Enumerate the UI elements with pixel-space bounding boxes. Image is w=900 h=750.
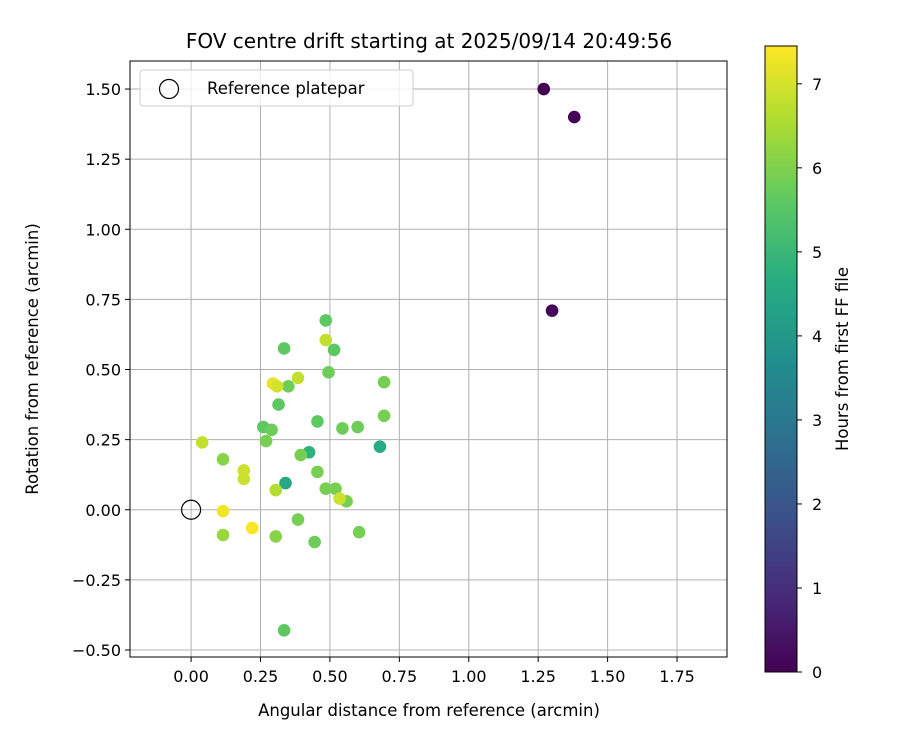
- x-tick-label: 1.75: [659, 667, 695, 686]
- reference-marker-icon: [180, 499, 202, 520]
- legend-reference-marker-icon: [158, 78, 180, 100]
- colorbar-tick-label: 0: [812, 663, 822, 682]
- y-axis-label: Rotation from reference (arcmin): [23, 223, 42, 495]
- data-point: [277, 624, 291, 637]
- data-point: [265, 423, 278, 437]
- data-point: [269, 483, 283, 497]
- x-tick-label: 1.50: [590, 667, 626, 686]
- data-point: [333, 492, 346, 505]
- data-point: [281, 380, 295, 393]
- data-point: [245, 521, 259, 535]
- y-tick-label: 1.00: [85, 220, 121, 239]
- colorbar-gradient: [764, 45, 798, 673]
- data-point: [319, 314, 333, 327]
- data-point: [352, 525, 366, 539]
- data-point: [537, 82, 551, 96]
- data-point: [291, 513, 305, 526]
- data-point: [216, 504, 230, 518]
- plot-frame: [129, 60, 728, 658]
- y-axis-ticks: −0.50 −0.25 0.00 0.25 0.50 0.75 1.00 1.25 1.50: [72, 80, 130, 660]
- data-point: [377, 375, 391, 389]
- y-tick-label: 1.25: [85, 150, 121, 169]
- legend: Reference platepar: [139, 69, 414, 107]
- colorbar-tick-label: 7: [812, 75, 822, 94]
- y-tick-label: −0.50: [72, 641, 121, 660]
- y-tick-label: 0.50: [85, 361, 121, 380]
- data-point: [195, 436, 209, 449]
- data-point: [216, 528, 230, 542]
- data-point: [237, 472, 251, 486]
- chart-title: FOV centre drift starting at 2025/09/14 …: [186, 29, 672, 53]
- data-point: [270, 380, 284, 393]
- data-point: [567, 110, 581, 124]
- legend-box: [139, 69, 414, 107]
- data-point: [311, 465, 324, 479]
- data-point: [351, 420, 364, 434]
- x-tick-label: 0.00: [173, 667, 209, 686]
- colorbar-tick-label: 5: [812, 243, 822, 262]
- data-point: [294, 448, 308, 462]
- y-tick-label: 0.75: [85, 290, 121, 309]
- data-point: [279, 476, 292, 490]
- data-point: [311, 415, 324, 428]
- data-point: [277, 342, 291, 355]
- colorbar-label: Hours from first FF file: [833, 267, 852, 451]
- data-point: [269, 530, 283, 543]
- data-point: [329, 482, 342, 496]
- data-point: [545, 304, 559, 317]
- colorbar-tick-label: 6: [812, 159, 822, 178]
- x-tick-label: 0.75: [382, 667, 418, 686]
- reference-marker-layer: [180, 499, 202, 520]
- x-tick-label: 1.00: [451, 667, 487, 686]
- y-tick-label: 1.50: [85, 80, 121, 99]
- x-axis-label: Angular distance from reference (arcmin): [258, 701, 600, 720]
- data-point: [322, 366, 335, 379]
- x-tick-label: 0.50: [312, 667, 348, 686]
- data-point: [216, 452, 230, 466]
- x-tick-label: 1.25: [520, 667, 556, 686]
- y-tick-label: 0.00: [85, 501, 121, 520]
- colorbar-tick-label: 4: [812, 327, 822, 346]
- y-tick-label: −0.25: [72, 571, 121, 590]
- data-point: [377, 409, 391, 423]
- colorbar-tick-label: 2: [812, 495, 822, 514]
- colorbar: 0 1 2 3 4 5 6 7 Hours from first FF file: [764, 45, 852, 682]
- y-tick-label: 0.25: [85, 431, 121, 450]
- colorbar-ticks: 0 1 2 3 4 5 6 7: [797, 75, 822, 682]
- legend-label: Reference platepar: [207, 79, 365, 98]
- data-point: [373, 440, 387, 453]
- data-point: [327, 343, 341, 357]
- x-axis-ticks: 0.00 0.25 0.50 0.75 1.00 1.25 1.50 1.75: [173, 657, 695, 686]
- colorbar-tick-label: 3: [812, 411, 822, 430]
- data-point: [291, 371, 305, 385]
- data-point: [272, 398, 285, 411]
- data-point: [319, 333, 333, 347]
- grid: [130, 61, 727, 657]
- data-point: [259, 434, 273, 448]
- data-point: [319, 482, 333, 496]
- colorbar-tick-label: 1: [812, 579, 822, 598]
- data-point: [336, 422, 349, 435]
- x-tick-label: 0.25: [243, 667, 279, 686]
- data-points: [195, 82, 581, 637]
- data-point: [308, 535, 321, 549]
